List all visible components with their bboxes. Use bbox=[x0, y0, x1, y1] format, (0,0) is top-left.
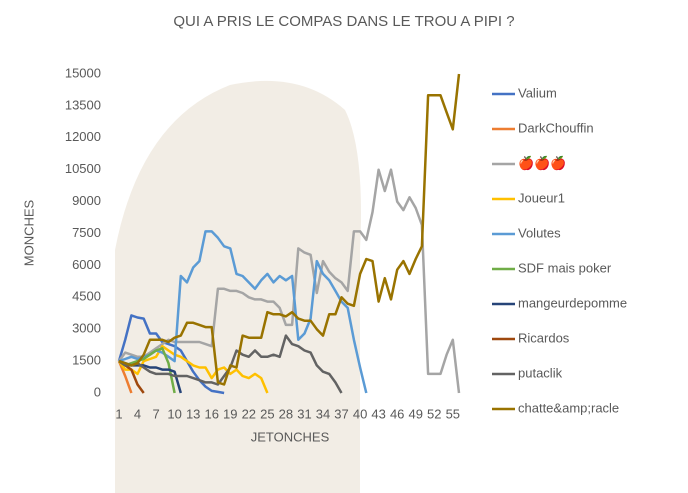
x-tick-label: 25 bbox=[260, 406, 274, 421]
line-series bbox=[117, 344, 269, 394]
x-tick-label: 37 bbox=[334, 406, 348, 421]
x-tick-label: 28 bbox=[279, 406, 293, 421]
x-tick-label: 16 bbox=[204, 406, 218, 421]
x-tick-label: 1 bbox=[115, 406, 122, 421]
legend-label: chatte&amp;racle bbox=[518, 400, 619, 415]
legend-label: Valium bbox=[518, 85, 557, 100]
line-series bbox=[117, 360, 133, 394]
y-tick-label: 10500 bbox=[65, 161, 101, 176]
line-series bbox=[118, 230, 368, 394]
x-axis-label: JETONCHES bbox=[251, 429, 330, 444]
x-tick-label: 55 bbox=[446, 406, 460, 421]
y-tick-label: 13500 bbox=[65, 97, 101, 112]
y-tick-label: 7500 bbox=[72, 225, 101, 240]
legend-label: SDF mais poker bbox=[518, 260, 612, 275]
legend-label: 🍎🍎🍎 bbox=[518, 154, 567, 170]
x-tick-label: 19 bbox=[223, 406, 237, 421]
y-tick-label: 0 bbox=[94, 384, 101, 399]
x-tick-label: 10 bbox=[167, 406, 181, 421]
legend-label: putaclik bbox=[518, 365, 563, 380]
legend-label: Ricardos bbox=[518, 330, 570, 345]
x-tick-label: 34 bbox=[316, 406, 330, 421]
x-tick-label: 4 bbox=[134, 406, 141, 421]
x-tick-label: 22 bbox=[242, 406, 256, 421]
y-tick-label: 15000 bbox=[65, 65, 101, 80]
line-series bbox=[117, 314, 225, 395]
legend-label: DarkChouffin bbox=[518, 120, 594, 135]
x-tick-label: 31 bbox=[297, 406, 311, 421]
chart-title: QUI A PRIS LE COMPAS DANS LE TROU A PIPI… bbox=[173, 13, 514, 30]
y-tick-label: 4500 bbox=[72, 289, 101, 304]
x-tick-label: 49 bbox=[408, 406, 422, 421]
y-tick-label: 3000 bbox=[72, 321, 101, 336]
background-photo bbox=[115, 80, 361, 493]
y-tick-label: 6000 bbox=[72, 257, 101, 272]
x-tick-label: 46 bbox=[390, 406, 404, 421]
x-tick-label: 13 bbox=[186, 406, 200, 421]
legend-label: Joueur1 bbox=[518, 190, 565, 205]
x-tick-label: 52 bbox=[427, 406, 441, 421]
legend-label: Volutes bbox=[518, 225, 561, 240]
x-tick-label: 43 bbox=[371, 406, 385, 421]
y-tick-label: 1500 bbox=[72, 353, 101, 368]
x-tick-label: 40 bbox=[353, 406, 367, 421]
y-tick-label: 12000 bbox=[65, 129, 101, 144]
y-axis-label: MONCHES bbox=[21, 199, 36, 266]
line-series bbox=[118, 73, 461, 386]
y-tick-label: 9000 bbox=[72, 193, 101, 208]
legend-label: mangeurdepomme bbox=[518, 295, 627, 310]
x-tick-label: 7 bbox=[152, 406, 159, 421]
